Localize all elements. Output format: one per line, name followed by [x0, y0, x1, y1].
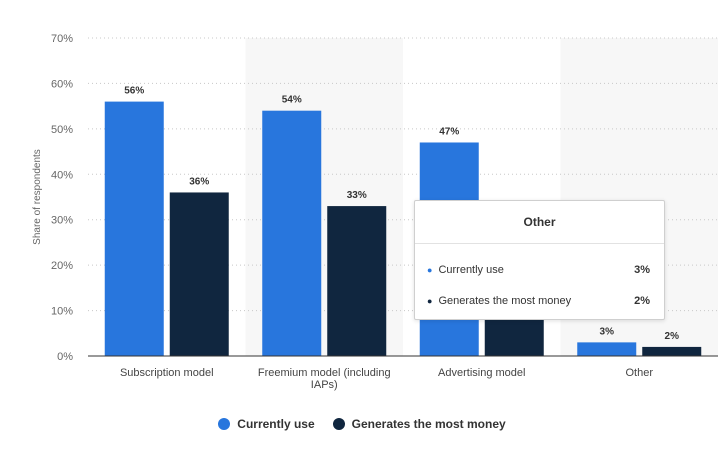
legend-item-currently-use[interactable]: Currently use [218, 417, 315, 431]
y-tick-label: 10% [51, 306, 73, 318]
tooltip-row-currently-use: ● Currently use 3% [427, 260, 650, 280]
data-label: 47% [439, 126, 459, 137]
bar-generates-most-money[interactable] [327, 206, 387, 356]
y-tick-label: 30% [51, 215, 73, 227]
x-category-label: Advertising model [438, 367, 525, 379]
data-label: 56% [124, 86, 144, 97]
tooltip-row-generates-most-money: ● Generates the most money 2% [427, 291, 650, 311]
x-category-label: Freemium model (including IAPs) [258, 367, 391, 391]
x-category-label: Subscription model [120, 367, 214, 379]
y-tick-label: 40% [51, 169, 73, 181]
tooltip-row-label: Currently use [438, 264, 504, 276]
bar-generates-most-money[interactable] [169, 192, 229, 356]
legend-label: Generates the most money [351, 417, 506, 431]
tooltip-row-value: 2% [634, 295, 650, 307]
data-label: 2% [665, 331, 680, 342]
tooltip: Other ● Currently use 3% ● Generates the… [414, 200, 665, 320]
bullet-icon: ● [427, 265, 433, 275]
data-label: 54% [282, 95, 302, 106]
data-label: 3% [600, 326, 615, 337]
bar-currently-use[interactable] [577, 342, 637, 356]
bar-generates-most-money[interactable] [642, 346, 702, 356]
tooltip-row-value: 3% [634, 264, 650, 276]
bar-currently-use[interactable] [262, 110, 322, 356]
legend-item-generates-most-money[interactable]: Generates the most money [332, 417, 506, 431]
y-axis-title: Share of respondents [32, 149, 43, 245]
x-category-label: Other [625, 367, 653, 379]
bullet-icon: ● [427, 296, 433, 306]
legend-marker-icon [332, 418, 345, 430]
y-tick-label: 20% [51, 260, 73, 272]
legend: Currently use Generates the most money [0, 417, 724, 431]
y-tick-label: 70% [51, 33, 73, 45]
data-label: 33% [347, 190, 367, 201]
tooltip-row-label: Generates the most money [438, 295, 572, 307]
tooltip-title: Other [415, 201, 664, 244]
y-tick-label: 60% [51, 78, 73, 90]
bar-currently-use[interactable] [104, 101, 164, 356]
data-label: 36% [189, 176, 209, 187]
legend-marker-icon [218, 418, 231, 430]
y-tick-label: 50% [51, 124, 73, 136]
y-tick-label: 0% [57, 351, 73, 363]
legend-label: Currently use [237, 417, 315, 431]
